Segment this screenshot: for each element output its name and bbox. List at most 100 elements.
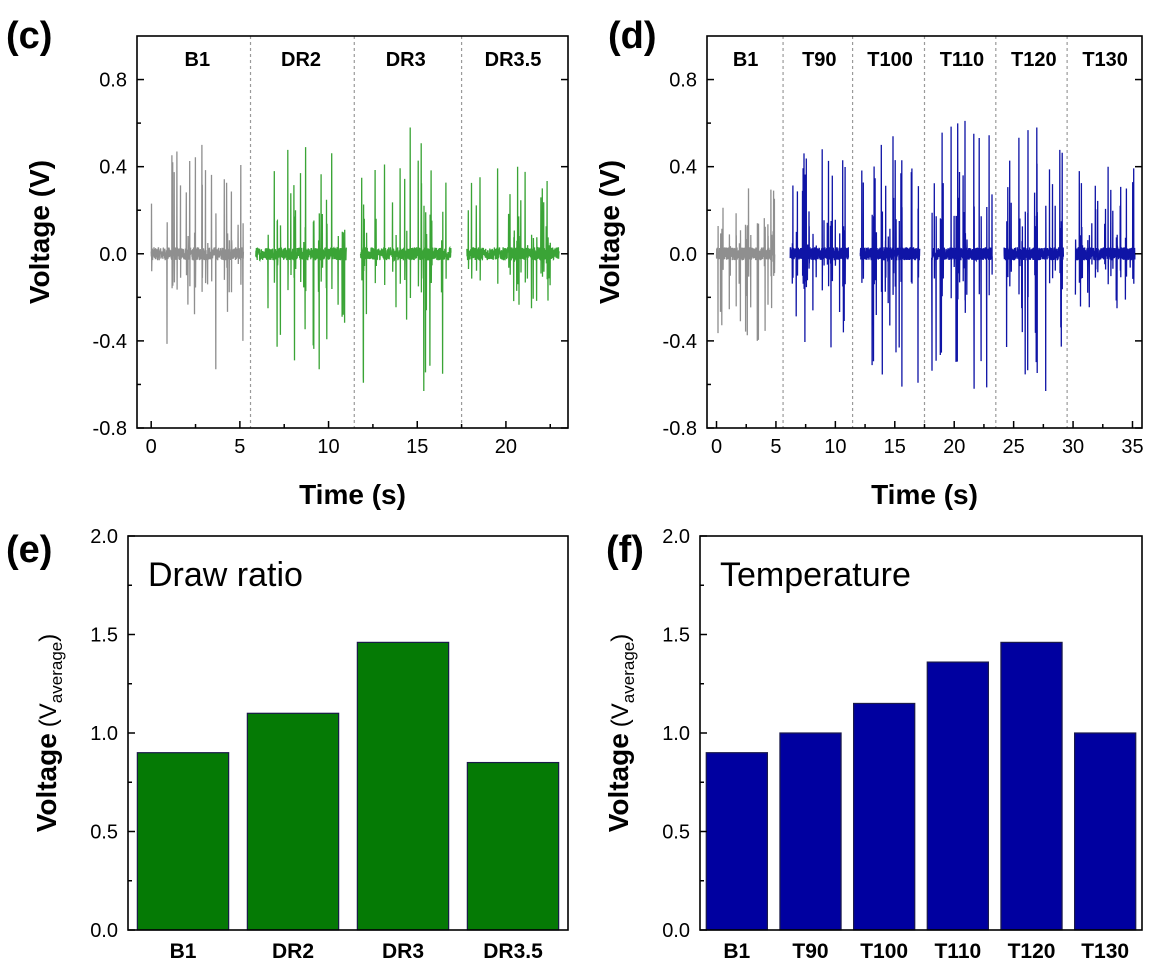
panel-title: Draw ratio bbox=[148, 556, 303, 594]
y-tick-label: -0.8 bbox=[663, 418, 697, 440]
category-label: DR3.5 bbox=[483, 940, 543, 961]
bar-T120 bbox=[1000, 641, 1063, 931]
x-tick-label: 10 bbox=[824, 436, 846, 458]
panel-label: (d) bbox=[608, 15, 657, 57]
timeseries-panel-0: (c) B1 DR2 DR3 DR3.5 -0.8 -0.4 0.0 0.4 0.8 0 5 10 15 2… bbox=[6, 15, 569, 510]
bar-panel-2: (e) B1 DR2 DR3 DR3.5 0.0 0.5 1.0 1.5 2.0 Draw rati… bbox=[6, 526, 569, 961]
y-tick-label: 0.8 bbox=[99, 70, 127, 92]
y-axis-title: Voltage (V) bbox=[594, 160, 625, 304]
y-axis-title: Voltage (V) bbox=[24, 160, 55, 304]
bar-DR3 bbox=[356, 641, 450, 931]
panel-title: Temperature bbox=[720, 556, 911, 594]
y-axis-title: Voltage (Vaverage) bbox=[31, 634, 66, 833]
segment-label: DR2 bbox=[281, 49, 321, 71]
y-tick-label: 0.5 bbox=[90, 822, 118, 844]
panel-label: (c) bbox=[6, 15, 52, 57]
bar-DR3.5 bbox=[466, 761, 560, 931]
bar-T100 bbox=[852, 702, 916, 931]
bar-panel-3: (f) B1 T90 T100 T110 T120 T130 0.0 0.5 1.0 1.5 2.0 T… bbox=[603, 526, 1143, 961]
y-tick-label: 1.0 bbox=[662, 723, 690, 745]
x-tick-label: 0 bbox=[146, 436, 157, 458]
category-label: DR2 bbox=[272, 940, 314, 961]
trace-DR3 bbox=[359, 127, 452, 392]
category-label: DR3 bbox=[382, 940, 424, 961]
panel-label: (e) bbox=[6, 529, 52, 571]
y-tick-label: 0.4 bbox=[669, 157, 697, 179]
bar-T110 bbox=[926, 661, 990, 931]
trace-T130 bbox=[1074, 166, 1136, 309]
y-tick-label: 1.5 bbox=[662, 625, 690, 647]
segment-label: T130 bbox=[1082, 49, 1128, 71]
y-axis-title-sub: average bbox=[619, 642, 638, 703]
trace-T110 bbox=[930, 120, 993, 389]
bar-T90 bbox=[779, 732, 842, 931]
y-axis-title-open: (V bbox=[35, 703, 62, 727]
y-axis-title-sub: average bbox=[47, 642, 66, 703]
x-tick-label: 30 bbox=[1062, 436, 1084, 458]
x-axis-title: Time (s) bbox=[871, 479, 978, 510]
plot-frame bbox=[706, 35, 1143, 429]
segment-label: DR3.5 bbox=[485, 49, 542, 71]
y-tick-label: 2.0 bbox=[662, 526, 690, 548]
y-axis-title: Voltage (Vaverage) bbox=[603, 634, 638, 833]
y-axis-title-open: (V bbox=[607, 703, 634, 727]
segment-label: T120 bbox=[1011, 49, 1057, 71]
segment-label: DR3 bbox=[386, 49, 426, 71]
bar-DR2 bbox=[246, 712, 340, 931]
panel-label: (f) bbox=[606, 529, 644, 571]
category-label: T110 bbox=[934, 940, 981, 961]
y-tick-label: 1.5 bbox=[90, 625, 118, 647]
y-tick-label: 1.0 bbox=[90, 723, 118, 745]
segment-label: T100 bbox=[867, 49, 913, 71]
timeseries-panel-1: (d) B1 T90 T100 T110 T120 T130 -0.8 -0.4 0.0 0.4 0.… bbox=[594, 15, 1144, 510]
y-tick-label: 0.0 bbox=[90, 920, 118, 942]
y-tick-label: 0.0 bbox=[669, 244, 697, 266]
x-tick-label: 35 bbox=[1121, 436, 1143, 458]
y-axis-title-main: Voltage bbox=[603, 733, 634, 832]
category-label: B1 bbox=[723, 940, 750, 961]
trace-T90 bbox=[789, 149, 850, 348]
segment-label: B1 bbox=[185, 49, 211, 71]
trace-B1 bbox=[150, 144, 245, 370]
x-tick-label: 0 bbox=[711, 436, 722, 458]
x-tick-label: 20 bbox=[943, 436, 965, 458]
y-tick-label: 0.4 bbox=[99, 157, 127, 179]
x-tick-label: 5 bbox=[234, 436, 245, 458]
trace-T120 bbox=[1003, 127, 1065, 392]
y-tick-label: 0.0 bbox=[99, 244, 127, 266]
trace-T100 bbox=[859, 136, 921, 387]
y-tick-label: 0.5 bbox=[662, 822, 690, 844]
x-tick-label: 15 bbox=[884, 436, 906, 458]
y-tick-label: -0.4 bbox=[93, 331, 127, 353]
x-tick-label: 5 bbox=[770, 436, 781, 458]
y-axis-title-main: Voltage bbox=[31, 733, 62, 832]
y-tick-label: -0.4 bbox=[663, 331, 697, 353]
plot-frame bbox=[136, 35, 569, 429]
bar-B1 bbox=[136, 752, 230, 931]
y-tick-label: 0.8 bbox=[669, 70, 697, 92]
trace-DR2 bbox=[255, 147, 347, 370]
y-axis-title-close: ) bbox=[35, 634, 62, 642]
category-label: T100 bbox=[860, 940, 908, 961]
x-tick-label: 10 bbox=[317, 436, 339, 458]
segment-label: B1 bbox=[733, 49, 759, 71]
category-label: B1 bbox=[170, 940, 197, 961]
trace-B1 bbox=[715, 188, 776, 341]
category-label: T90 bbox=[792, 940, 828, 961]
x-tick-label: 20 bbox=[495, 436, 517, 458]
x-tick-label: 25 bbox=[1003, 436, 1025, 458]
bar-T130 bbox=[1073, 732, 1137, 931]
segment-label: T90 bbox=[802, 49, 836, 71]
trace-DR3.5 bbox=[466, 166, 560, 309]
segment-label: T110 bbox=[940, 49, 984, 71]
y-axis-title-close: ) bbox=[607, 634, 634, 642]
x-axis-title: Time (s) bbox=[299, 479, 406, 510]
y-tick-label: 0.0 bbox=[662, 920, 690, 942]
y-tick-label: -0.8 bbox=[93, 418, 127, 440]
x-tick-label: 15 bbox=[406, 436, 428, 458]
bar-B1 bbox=[705, 752, 769, 931]
category-label: T130 bbox=[1081, 940, 1129, 961]
category-label: T120 bbox=[1008, 940, 1056, 961]
y-tick-label: 2.0 bbox=[90, 526, 118, 548]
